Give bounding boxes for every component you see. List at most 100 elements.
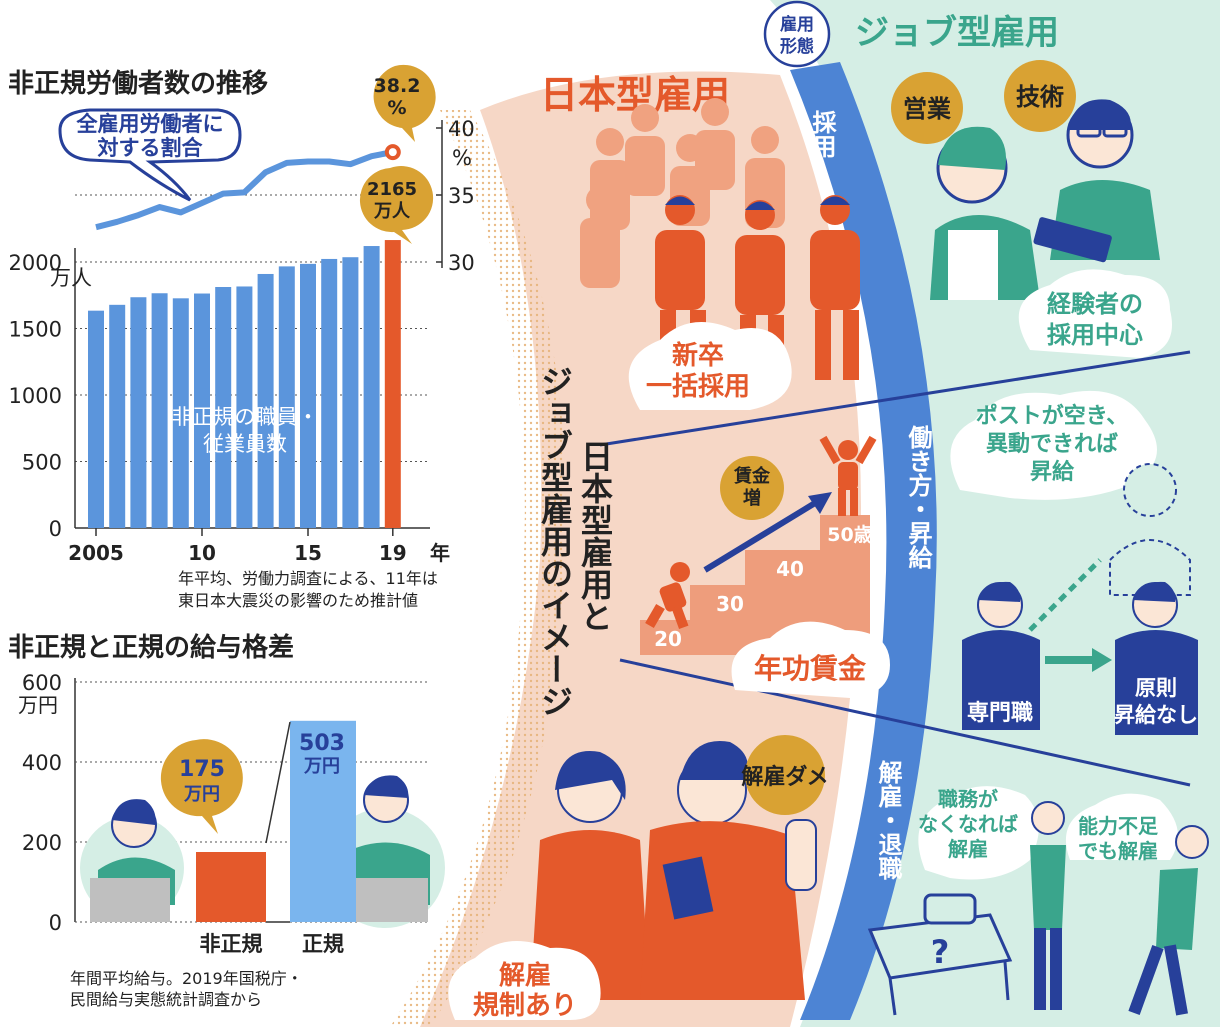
sales-badge [891, 72, 963, 144]
chart2-title: 非正規と正規の給与格差 [8, 632, 294, 663]
hiring-japan-line2: 一括採用 [646, 372, 750, 402]
post-line1: ポストが空き、 [976, 403, 1128, 429]
chart1-ytick-0: 0 [49, 517, 62, 541]
no-raise-worker [1115, 581, 1198, 735]
wage-arrow-head [808, 492, 832, 514]
duty-line1: 職務が [938, 787, 998, 811]
no-raise-line2: 昇給なし [1114, 703, 1198, 727]
bar-2009 [172, 298, 189, 528]
chart1-left-axis: 0 500 1000 1500 2000 [9, 251, 62, 541]
band-dismiss-label: 解雇・退職 [874, 759, 902, 880]
chart2-ytick-400: 400 [22, 751, 62, 775]
chart2-bars [196, 720, 356, 922]
climbing-person [645, 435, 877, 630]
chart2-ytick-200: 200 [22, 831, 62, 855]
chart2-y-axis: 0 200 400 600 [22, 671, 62, 935]
no-firing-text: 解雇ダメ [741, 764, 828, 790]
dotted-arc [390, 110, 566, 1027]
bar-2014 [278, 266, 295, 528]
chart2-category-0: 非正規 [200, 932, 263, 956]
chart1-right-tick-35: 35 [448, 184, 475, 208]
chart1-xtick-2005: 2005 [68, 541, 124, 565]
hiring-japan-line1: 新卒 [672, 340, 724, 371]
chart1-ytick-1000: 1000 [9, 384, 62, 408]
desk-question-mark: ? [931, 933, 950, 971]
step-20: 20 [654, 627, 682, 651]
ratio-badge [373, 64, 436, 142]
chart2-ytick-0: 0 [49, 911, 62, 935]
hiring-job-bubble [1018, 269, 1172, 358]
transfer-arrow [1028, 558, 1102, 632]
nonregular-worker-illustration [80, 799, 184, 922]
bar-2016 [321, 258, 338, 528]
chart1-xtick-10: 10 [188, 541, 216, 565]
employment-form-line2: 形態 [780, 36, 814, 57]
chart2-note-line2: 民間給与実態統計調査から [70, 990, 262, 1009]
hiring-job-line2: 採用中心 [1047, 321, 1143, 349]
ratio-callout-line2: 対する割合 [98, 136, 204, 160]
chart2-ytick-600: 600 [22, 671, 62, 695]
bar-2005 [88, 310, 104, 528]
band-hiring-label: 採用 [808, 110, 836, 159]
chart1-right-tick-40: 40 [448, 117, 475, 141]
chart1-bars [88, 240, 401, 529]
chart1-title: 非正規労働者数の推移 [8, 69, 268, 99]
ratio-badge-line1: 38.2 [374, 75, 421, 97]
same-role-arrow-head [1092, 648, 1112, 672]
job-type-title: ジョブ型雇用 [855, 13, 1059, 53]
chart1-ytick-500: 500 [22, 451, 62, 475]
value2-line2: 万円 [303, 756, 340, 777]
chart1-right-unit: % [452, 146, 472, 170]
bar-2019 [384, 240, 401, 528]
duty-line3: 解雇 [948, 837, 988, 861]
nonregular-value-badge [160, 739, 243, 834]
post-vacancy-bubble [950, 390, 1157, 500]
specialist-label: 専門職 [967, 700, 1033, 726]
divider-work [619, 658, 1191, 787]
wage-bar-regular [290, 720, 356, 922]
dismissal-regulation-bubble [448, 940, 601, 1020]
dismissed-workers [1030, 801, 1209, 1016]
wage-badge-line2: 増 [743, 487, 761, 509]
post-line3: 昇給 [1030, 459, 1075, 485]
count-badge-line1: 2165 [367, 179, 417, 200]
bar-2007 [130, 297, 147, 528]
chart1-left-unit: 万人 [50, 266, 92, 290]
ability-line1: 能力不足 [1078, 814, 1159, 838]
wage-bar-nonregular [196, 852, 266, 922]
bar-2017 [342, 257, 359, 528]
bar-2010 [194, 293, 210, 528]
chart1-ytick-1500: 1500 [9, 318, 62, 342]
value1-line2: 万円 [183, 784, 220, 805]
chart2-note-line1: 年間平均給与。2019年国税庁・ [70, 969, 303, 988]
chart1-x-axis: 2005 10 15 19 [68, 528, 407, 565]
step-50: 50歳 [827, 524, 872, 546]
seniority-wage-bubble [731, 621, 890, 698]
band-work-label: 働き方・昇給 [904, 425, 933, 569]
empty-desk [867, 893, 1013, 1016]
chart1-right-tick-30: 30 [448, 251, 475, 275]
bar-2008 [151, 293, 168, 528]
category-band [790, 62, 937, 1020]
bar-2015 [300, 263, 316, 528]
bar-series-label-line1: 非正規の職員・ [172, 405, 319, 429]
chart2-unit: 万円 [18, 693, 58, 717]
ratio-callout-line1: 全雇用労働者に [76, 112, 224, 136]
chart1-year-suffix: 年 [430, 541, 450, 565]
bar-series-label-line2: 従業員数 [203, 432, 287, 456]
chart1-note-line1: 年平均、労働力調査による、11年は [178, 569, 438, 588]
divider-hiring [599, 350, 1191, 447]
ratio-line-endpoint [384, 144, 401, 161]
gap-connector-top [265, 721, 291, 844]
duty-bubble [918, 786, 1039, 880]
wage-increase-badge [720, 456, 784, 520]
chart1-xtick-15: 15 [294, 541, 322, 565]
bar-2013 [257, 273, 274, 528]
vertical-title-line1: 日本型雇用と [576, 440, 614, 632]
vacant-post-silhouette [1109, 463, 1191, 596]
no-firing-badge [745, 735, 825, 815]
tech-badge [1004, 60, 1076, 132]
no-raise-line1: 原則 [1135, 676, 1177, 700]
